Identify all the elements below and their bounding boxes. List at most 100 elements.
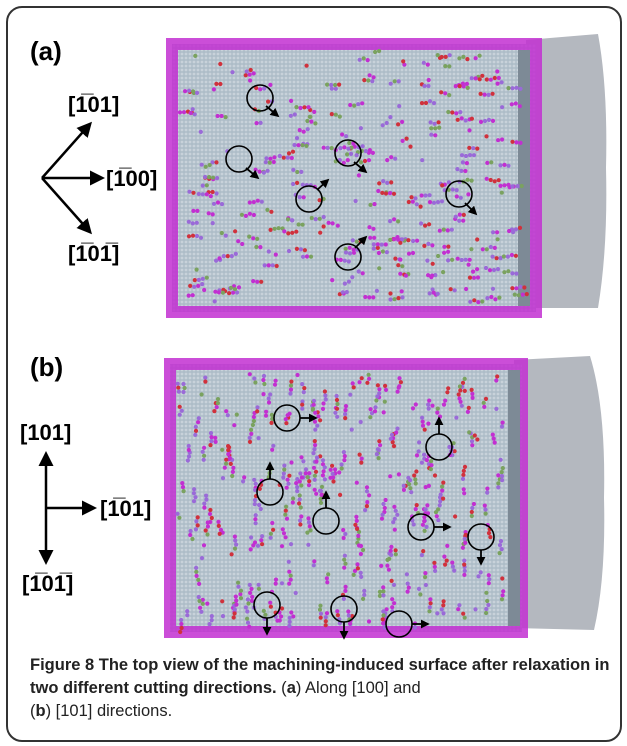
atom-dot bbox=[414, 503, 419, 508]
atom-dot bbox=[291, 181, 296, 187]
atom-dot bbox=[470, 443, 475, 448]
atom-dot bbox=[299, 455, 304, 460]
atom-dot bbox=[456, 392, 461, 397]
atom-dot bbox=[335, 401, 340, 407]
atom-dot bbox=[492, 75, 497, 81]
atom-dot bbox=[492, 179, 497, 184]
atom-dot bbox=[268, 156, 273, 161]
atom-dot bbox=[410, 250, 416, 256]
atom-dot bbox=[414, 469, 419, 474]
atom-dot bbox=[311, 398, 317, 403]
atom-dot bbox=[305, 530, 310, 535]
atom-dot bbox=[422, 452, 427, 457]
atom-dot bbox=[356, 543, 362, 548]
atom-dot bbox=[443, 398, 448, 403]
atom-dot bbox=[396, 122, 401, 127]
atom-dot bbox=[211, 175, 216, 180]
atom-dot bbox=[495, 267, 501, 272]
atom-dot bbox=[377, 439, 382, 444]
atom-dot bbox=[357, 380, 362, 385]
atom-dot bbox=[501, 254, 506, 259]
atom-dot bbox=[262, 86, 267, 91]
direction-label-a-down: [1̅01̅] bbox=[68, 241, 119, 266]
atom-dot bbox=[496, 75, 501, 81]
atom-dot bbox=[354, 239, 359, 244]
atom-dot bbox=[186, 234, 192, 239]
atom-dot bbox=[263, 160, 268, 165]
atom-dot bbox=[457, 396, 462, 401]
atom-dot bbox=[443, 91, 448, 96]
atom-dot bbox=[359, 376, 364, 381]
atom-dot bbox=[482, 404, 487, 409]
atom-dot bbox=[433, 133, 438, 138]
atom-dot bbox=[210, 221, 215, 226]
atom-dot bbox=[493, 297, 498, 302]
atom-dot bbox=[323, 623, 328, 628]
atom-dot bbox=[300, 222, 305, 227]
atom-dot bbox=[188, 283, 193, 288]
atom-dot bbox=[257, 169, 262, 174]
atom-dot bbox=[472, 298, 477, 303]
atom-dot bbox=[307, 524, 312, 529]
atom-dot bbox=[317, 607, 323, 612]
atom-dot bbox=[416, 449, 421, 454]
atom-dot bbox=[494, 406, 499, 411]
atom-dot bbox=[381, 589, 386, 594]
atom-dot bbox=[272, 382, 278, 387]
atom-dot bbox=[342, 565, 347, 570]
atom-dot bbox=[219, 113, 224, 119]
atom-dot bbox=[247, 439, 253, 444]
atom-dot bbox=[436, 518, 441, 523]
atom-dot bbox=[455, 256, 460, 261]
atom-dot bbox=[346, 146, 351, 151]
atom-dot bbox=[287, 473, 292, 478]
atom-dot bbox=[425, 511, 431, 516]
atom-dot bbox=[298, 105, 303, 111]
atom-dot bbox=[288, 387, 294, 392]
atom-dot bbox=[495, 230, 500, 235]
atom-dot bbox=[297, 493, 302, 498]
atom-dot bbox=[467, 275, 473, 280]
atom-dot bbox=[381, 593, 386, 598]
atom-dot bbox=[346, 279, 351, 284]
atom-dot bbox=[462, 558, 467, 563]
atom-dot bbox=[473, 76, 478, 81]
atom-dot bbox=[375, 394, 380, 399]
atom-dot bbox=[195, 208, 200, 213]
atom-dot bbox=[303, 471, 308, 476]
atom-dot bbox=[273, 577, 279, 582]
atom-dot bbox=[284, 516, 290, 521]
atom-dot bbox=[243, 213, 248, 218]
atom-dot bbox=[392, 79, 397, 84]
atom-dot bbox=[312, 473, 317, 478]
atom-dot bbox=[179, 408, 184, 413]
atom-dot bbox=[298, 505, 303, 510]
atom-dot bbox=[209, 614, 214, 619]
atom-dot bbox=[248, 590, 253, 596]
atom-dot bbox=[359, 456, 364, 461]
atom-dot bbox=[413, 402, 418, 407]
atom-dot bbox=[495, 69, 500, 74]
atom-dot bbox=[502, 183, 507, 188]
atom-dot bbox=[426, 83, 431, 89]
atom-dot bbox=[261, 373, 267, 379]
atom-dot bbox=[204, 183, 209, 188]
atom-dot bbox=[291, 614, 296, 619]
atom-dot bbox=[318, 418, 323, 423]
atom-dot bbox=[351, 250, 357, 255]
atom-dot bbox=[268, 600, 273, 605]
atom-dot bbox=[339, 462, 344, 467]
atom-dot bbox=[359, 460, 364, 465]
atom-dot bbox=[331, 479, 336, 484]
atom-dot bbox=[413, 507, 418, 512]
atom-dot bbox=[215, 176, 220, 181]
atom-dot bbox=[266, 396, 271, 401]
atom-dot bbox=[422, 83, 427, 89]
atom-dot bbox=[362, 588, 367, 594]
atom-dot bbox=[476, 300, 481, 305]
atom-dot bbox=[247, 372, 252, 377]
atom-dot bbox=[483, 507, 488, 512]
atom-dot bbox=[265, 168, 270, 173]
atom-dot bbox=[406, 251, 412, 256]
atom-dot bbox=[369, 411, 375, 416]
